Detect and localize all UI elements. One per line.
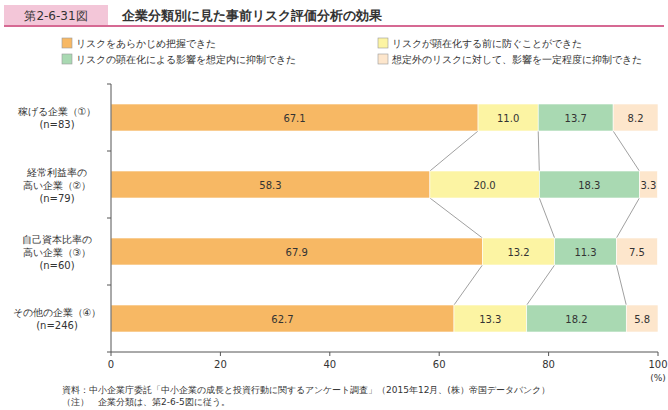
bar-segment [430,171,539,198]
legend-swatch [378,54,388,64]
connectors [430,131,640,305]
bar-segment [482,238,554,265]
category-label: 自己資本比率の高い企業（③）(n=60) [22,234,92,271]
data-label: 67.1 [283,113,305,124]
legend-label: リスクが顕在化する前に防ぐことができた [392,38,582,49]
x-tick-label: 80 [542,359,555,370]
x-tick [220,352,221,356]
bar-segment [538,104,613,131]
connector-line [430,131,478,171]
data-label: 13.7 [565,113,587,124]
annotation: 資料：中小企業庁委託「中小企業の成長と投資行動に関するアンケート調査」（2015… [62,385,550,395]
x-tick-label: 20 [214,359,227,370]
legend-label: 想定外のリスクに対して、影響を一定程度に抑制できた [391,54,642,65]
category-tick [107,352,111,353]
category-label: 稼げる企業（①）(n=83) [18,106,97,130]
category-tick [107,285,111,286]
connector-line [527,265,555,305]
data-label: 13.3 [479,314,501,325]
data-label: 18.3 [578,180,600,191]
connector-line [616,265,626,305]
connector-line [613,131,639,171]
chart: 第2-6-31図 企業分類別に見た事前リスク評価分析の効果リスクをあらかじめ把握で… [0,0,668,410]
x-axis [111,352,658,353]
data-label: 18.2 [565,314,587,325]
x-tick [658,352,659,356]
bar-segment [555,238,617,265]
x-tick-label: 60 [433,359,446,370]
data-label: 5.8 [634,314,650,325]
category-tick [107,151,111,152]
bar-segment [111,305,454,332]
bar-segment [111,104,478,131]
data-label: 62.7 [271,314,293,325]
data-label: 11.0 [497,113,519,124]
connector-line [616,198,639,238]
connector-line [454,265,482,305]
legend-label: リスクをあらかじめ把握できた [76,38,216,49]
data-label: 67.9 [286,247,308,258]
data-label: 13.2 [507,247,529,258]
x-tick-label: 0 [108,359,114,370]
bar-segment [639,171,657,198]
category-label: その他の企業（④）(n=246) [13,307,102,331]
bar-segment [616,238,657,265]
figure-number: 第2-6-31図 [24,9,87,23]
header-rule [4,25,664,27]
bar-segment [111,238,482,265]
category-tick [107,84,111,85]
data-label: 8.2 [628,113,644,124]
category-tick [107,218,111,219]
connector-line [430,198,483,238]
legend-swatch [62,38,72,48]
data-labels: 67.1 58.3 67.9 62.7 11.0 20.0 13.2 13.3 13.7 18.3… [259,113,656,325]
x-tick [111,352,112,356]
x-axis-label: (%) [650,373,666,383]
data-label: 11.3 [574,247,596,258]
data-label: 58.3 [259,180,281,191]
annotation: （注） 企業分類は、第2-6-5図に従う。 [62,397,230,407]
category-label: 経常利益率の高い企業（②）(n=79) [23,167,92,204]
bar-segment [478,104,538,131]
bar-segment [527,305,627,332]
bar-segment [626,305,658,332]
data-label: 7.5 [629,247,645,258]
bars [111,104,658,332]
connector-line [538,131,539,171]
bar-segment [613,104,658,131]
bar-segment [539,171,639,198]
legend-label: リスクの顕在化による影響を想定内に抑制できた [76,54,296,65]
x-tick [439,352,440,356]
bar-segment [111,171,430,198]
x-tick [329,352,330,356]
bar-segment [454,305,527,332]
legend-swatch [62,54,72,64]
x-tick-label: 40 [323,359,336,370]
x-tick-label: 100 [648,359,667,370]
title: 企業分類別に見た事前リスク評価分析の効果 [121,8,383,23]
data-label: 20.0 [473,180,495,191]
header-box [4,5,108,25]
legend-swatch [378,38,388,48]
connector-line [539,198,554,238]
x-tick [548,352,549,356]
data-label: 3.3 [640,180,656,191]
